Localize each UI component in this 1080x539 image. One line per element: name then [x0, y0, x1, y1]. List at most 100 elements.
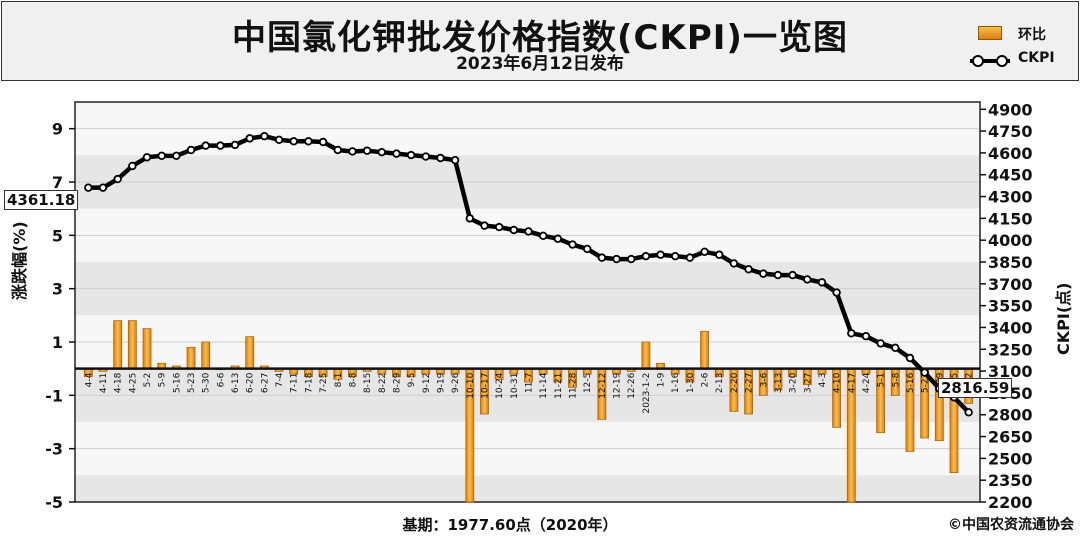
change-bar	[142, 328, 152, 370]
ckpi-point	[113, 174, 122, 184]
x-tick-label: 5-2	[143, 373, 153, 388]
x-tick-label: 10-10	[466, 372, 476, 398]
x-tick-label: 9-5	[407, 373, 417, 388]
change-bar	[700, 330, 709, 370]
ckpi-point	[480, 221, 489, 230]
x-tick-label: 4-25	[128, 373, 138, 393]
grid-band	[75, 475, 980, 502]
chart-plot: 4-4 4-11 4-18 4-25 5-2 5-9 5-16 5-23 5-30 6-6 6-13…	[45, 100, 1033, 510]
ckpi-point	[876, 339, 885, 348]
x-tick-label: 7-25	[319, 373, 329, 393]
ckpi-point	[553, 234, 563, 243]
x-tick-label: 2023-1-2	[642, 373, 652, 414]
ckpi-point	[788, 270, 797, 280]
x-tick-label: 6-20	[246, 372, 256, 393]
left-tick-label: -1	[45, 386, 63, 405]
right-tick-label: 3250	[988, 340, 1033, 359]
legend: 环比 CKPI	[970, 16, 1080, 76]
x-tick-label: 3-27	[803, 373, 813, 393]
x-tick-label: 10-24	[495, 372, 505, 398]
right-tick-label: 4300	[988, 188, 1033, 207]
x-tick-label: 1-9	[657, 372, 667, 387]
chart-title: 中国氯化钾批发价格指数(CKPI)一览图	[232, 18, 848, 58]
change-bar	[641, 341, 651, 370]
left-tick-label: 9	[52, 120, 63, 139]
x-tick-label: 4-11	[99, 373, 109, 393]
x-tick-label: 5-30	[202, 372, 212, 393]
base-period-note: 基期：1977.60点（2020年）	[402, 516, 618, 534]
x-tick-label: 10-17	[480, 373, 490, 399]
ckpi-point	[524, 227, 533, 236]
ckpi-point	[861, 331, 871, 341]
legend-bar-swatch	[978, 26, 1002, 40]
plot-border	[74, 101, 981, 503]
x-tick-label: 1-30	[686, 372, 696, 393]
x-tick-label: 2-20	[730, 372, 740, 393]
ckpi-point	[333, 145, 342, 155]
x-tick-label: 9-12	[422, 373, 432, 393]
left-tick-label: 5	[52, 226, 63, 245]
ckpi-point	[260, 131, 269, 141]
x-tick-label: 12-26	[627, 372, 637, 398]
ckpi-point	[773, 270, 783, 280]
x-tick-label: 5-9	[158, 372, 168, 387]
x-tick-label: 5-1	[877, 373, 887, 388]
ckpi-point	[641, 251, 651, 261]
ckpi-point	[744, 265, 753, 274]
x-tick-label: 12-5	[583, 373, 593, 393]
change-bar	[245, 336, 255, 370]
x-tick-label: 11-28	[569, 372, 579, 398]
ckpi-point	[157, 151, 166, 161]
left-tick-label: -5	[45, 493, 63, 510]
ckpi-point	[289, 137, 298, 146]
right-tick-label: 2500	[988, 449, 1033, 468]
start-value-callout: 4361.18	[4, 190, 79, 210]
legend-line-marker	[972, 55, 984, 67]
x-tick-label: 12-19	[613, 372, 623, 398]
legend-line-label: CKPI	[1018, 50, 1055, 66]
x-tick-label: 5-22	[921, 373, 931, 393]
x-tick-label: 4-4	[84, 372, 94, 387]
left-tick-label: 3	[52, 280, 63, 299]
ckpi-point	[715, 250, 724, 259]
ckpi-point	[905, 353, 915, 363]
ckpi-point	[98, 183, 108, 192]
change-bar	[113, 320, 123, 370]
x-tick-label: 9-26	[451, 372, 461, 393]
ckpi-point	[436, 153, 445, 163]
x-tick-label: 3-20	[789, 372, 799, 393]
ckpi-point	[318, 137, 328, 147]
ckpi-point	[700, 247, 709, 257]
right-tick-label: 3850	[988, 253, 1033, 272]
right-tick-label: 4000	[988, 231, 1033, 250]
left-tick-label: 1	[52, 333, 63, 352]
x-tick-label: 6-13	[231, 373, 241, 393]
x-tick-label: 2-13	[715, 373, 725, 393]
ckpi-point	[274, 135, 284, 145]
x-tick-label: 5-16	[906, 372, 916, 393]
x-tick-label: 11-14	[539, 372, 549, 398]
ckpi-point	[201, 141, 210, 150]
right-tick-label: 2200	[988, 493, 1033, 510]
left-tick-label: 7	[52, 173, 63, 192]
right-axis-label: CKPI(点)	[1054, 282, 1073, 355]
x-tick-label: 2-27	[745, 373, 755, 393]
right-tick-label: 2800	[988, 406, 1033, 425]
x-tick-label: 8-15	[363, 373, 373, 393]
copyright-note: ©中国农资流通协会	[948, 517, 1074, 533]
right-tick-label: 3100	[988, 362, 1033, 381]
ckpi-point	[362, 146, 372, 155]
x-tick-label: 7-18	[304, 372, 314, 393]
x-tick-label: 5-23	[187, 373, 197, 393]
x-tick-label: 8-8	[348, 372, 358, 387]
ckpi-point	[304, 137, 313, 146]
header-panel: 中国氯化钾批发价格指数(CKPI)一览图 2023年6月12日发布 环比 CKP…	[1, 1, 1079, 81]
ckpi-point	[142, 153, 152, 162]
ckpi-point	[685, 253, 695, 262]
x-tick-label: 5-8	[891, 372, 901, 387]
right-tick-label: 4150	[988, 209, 1033, 228]
right-tick-label: 4750	[988, 122, 1033, 141]
ckpi-point	[803, 275, 812, 284]
x-tick-label: 9-19	[436, 372, 446, 393]
change-bar	[186, 346, 196, 370]
